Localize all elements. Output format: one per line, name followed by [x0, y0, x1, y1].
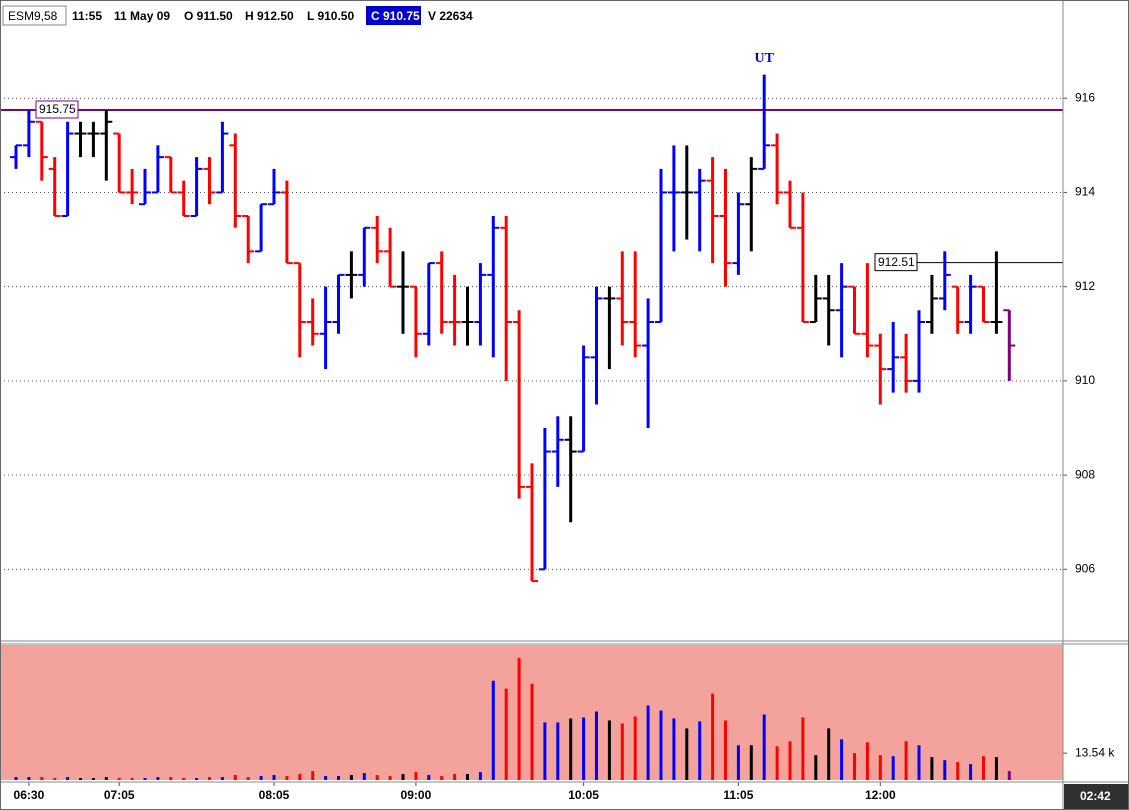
header-field: O 911.50 — [184, 9, 233, 23]
y-tick-label: 914 — [1075, 185, 1095, 199]
x-tick-label: 07:05 — [104, 788, 135, 802]
header-field: ESM9,58 — [8, 9, 58, 23]
x-tick-label: 06:30 — [14, 788, 45, 802]
header: ESM9,58 11:55 11 May 09 O 911.50 H 912.50 L 9… — [2, 5, 473, 26]
header-field: 11:55 — [72, 9, 102, 23]
timer: 02:42 — [1080, 789, 1111, 803]
y-tick-label: 912 — [1075, 279, 1095, 293]
reference-label-box — [35, 100, 79, 119]
x-tick-label: 08:05 — [259, 788, 290, 802]
y-tick-label: 13.54 k — [1075, 745, 1115, 759]
header-field: V 22634 — [428, 9, 473, 23]
x-tick-label: 09:00 — [401, 788, 432, 802]
header-field: L 910.50 — [307, 9, 354, 23]
reference-label-box — [874, 253, 918, 272]
header-field: H 912.50 — [245, 9, 294, 23]
symbol-box — [2, 5, 67, 26]
reference-label: 915.75 — [39, 102, 76, 116]
header-field: 11 May 09 — [114, 9, 170, 23]
header-field: C 910.75 — [371, 9, 420, 23]
plots: 906 908 910 912 914 916 915.75 912.51 UT 06:30 07:… — [0, 51, 1115, 802]
close-box — [366, 6, 421, 25]
y-tick-label: 910 — [1075, 373, 1095, 387]
y-tick-label: 916 — [1075, 90, 1095, 104]
x-tick-label: 11:05 — [723, 788, 753, 802]
annotation: UT — [754, 51, 774, 66]
y-tick-label: 906 — [1075, 562, 1095, 576]
y-tick-label: 908 — [1075, 467, 1095, 481]
timer-box — [1064, 784, 1128, 809]
reference-label: 912.51 — [878, 255, 915, 269]
x-tick-label: 10:05 — [568, 788, 599, 802]
x-tick-label: 12:00 — [865, 788, 896, 802]
